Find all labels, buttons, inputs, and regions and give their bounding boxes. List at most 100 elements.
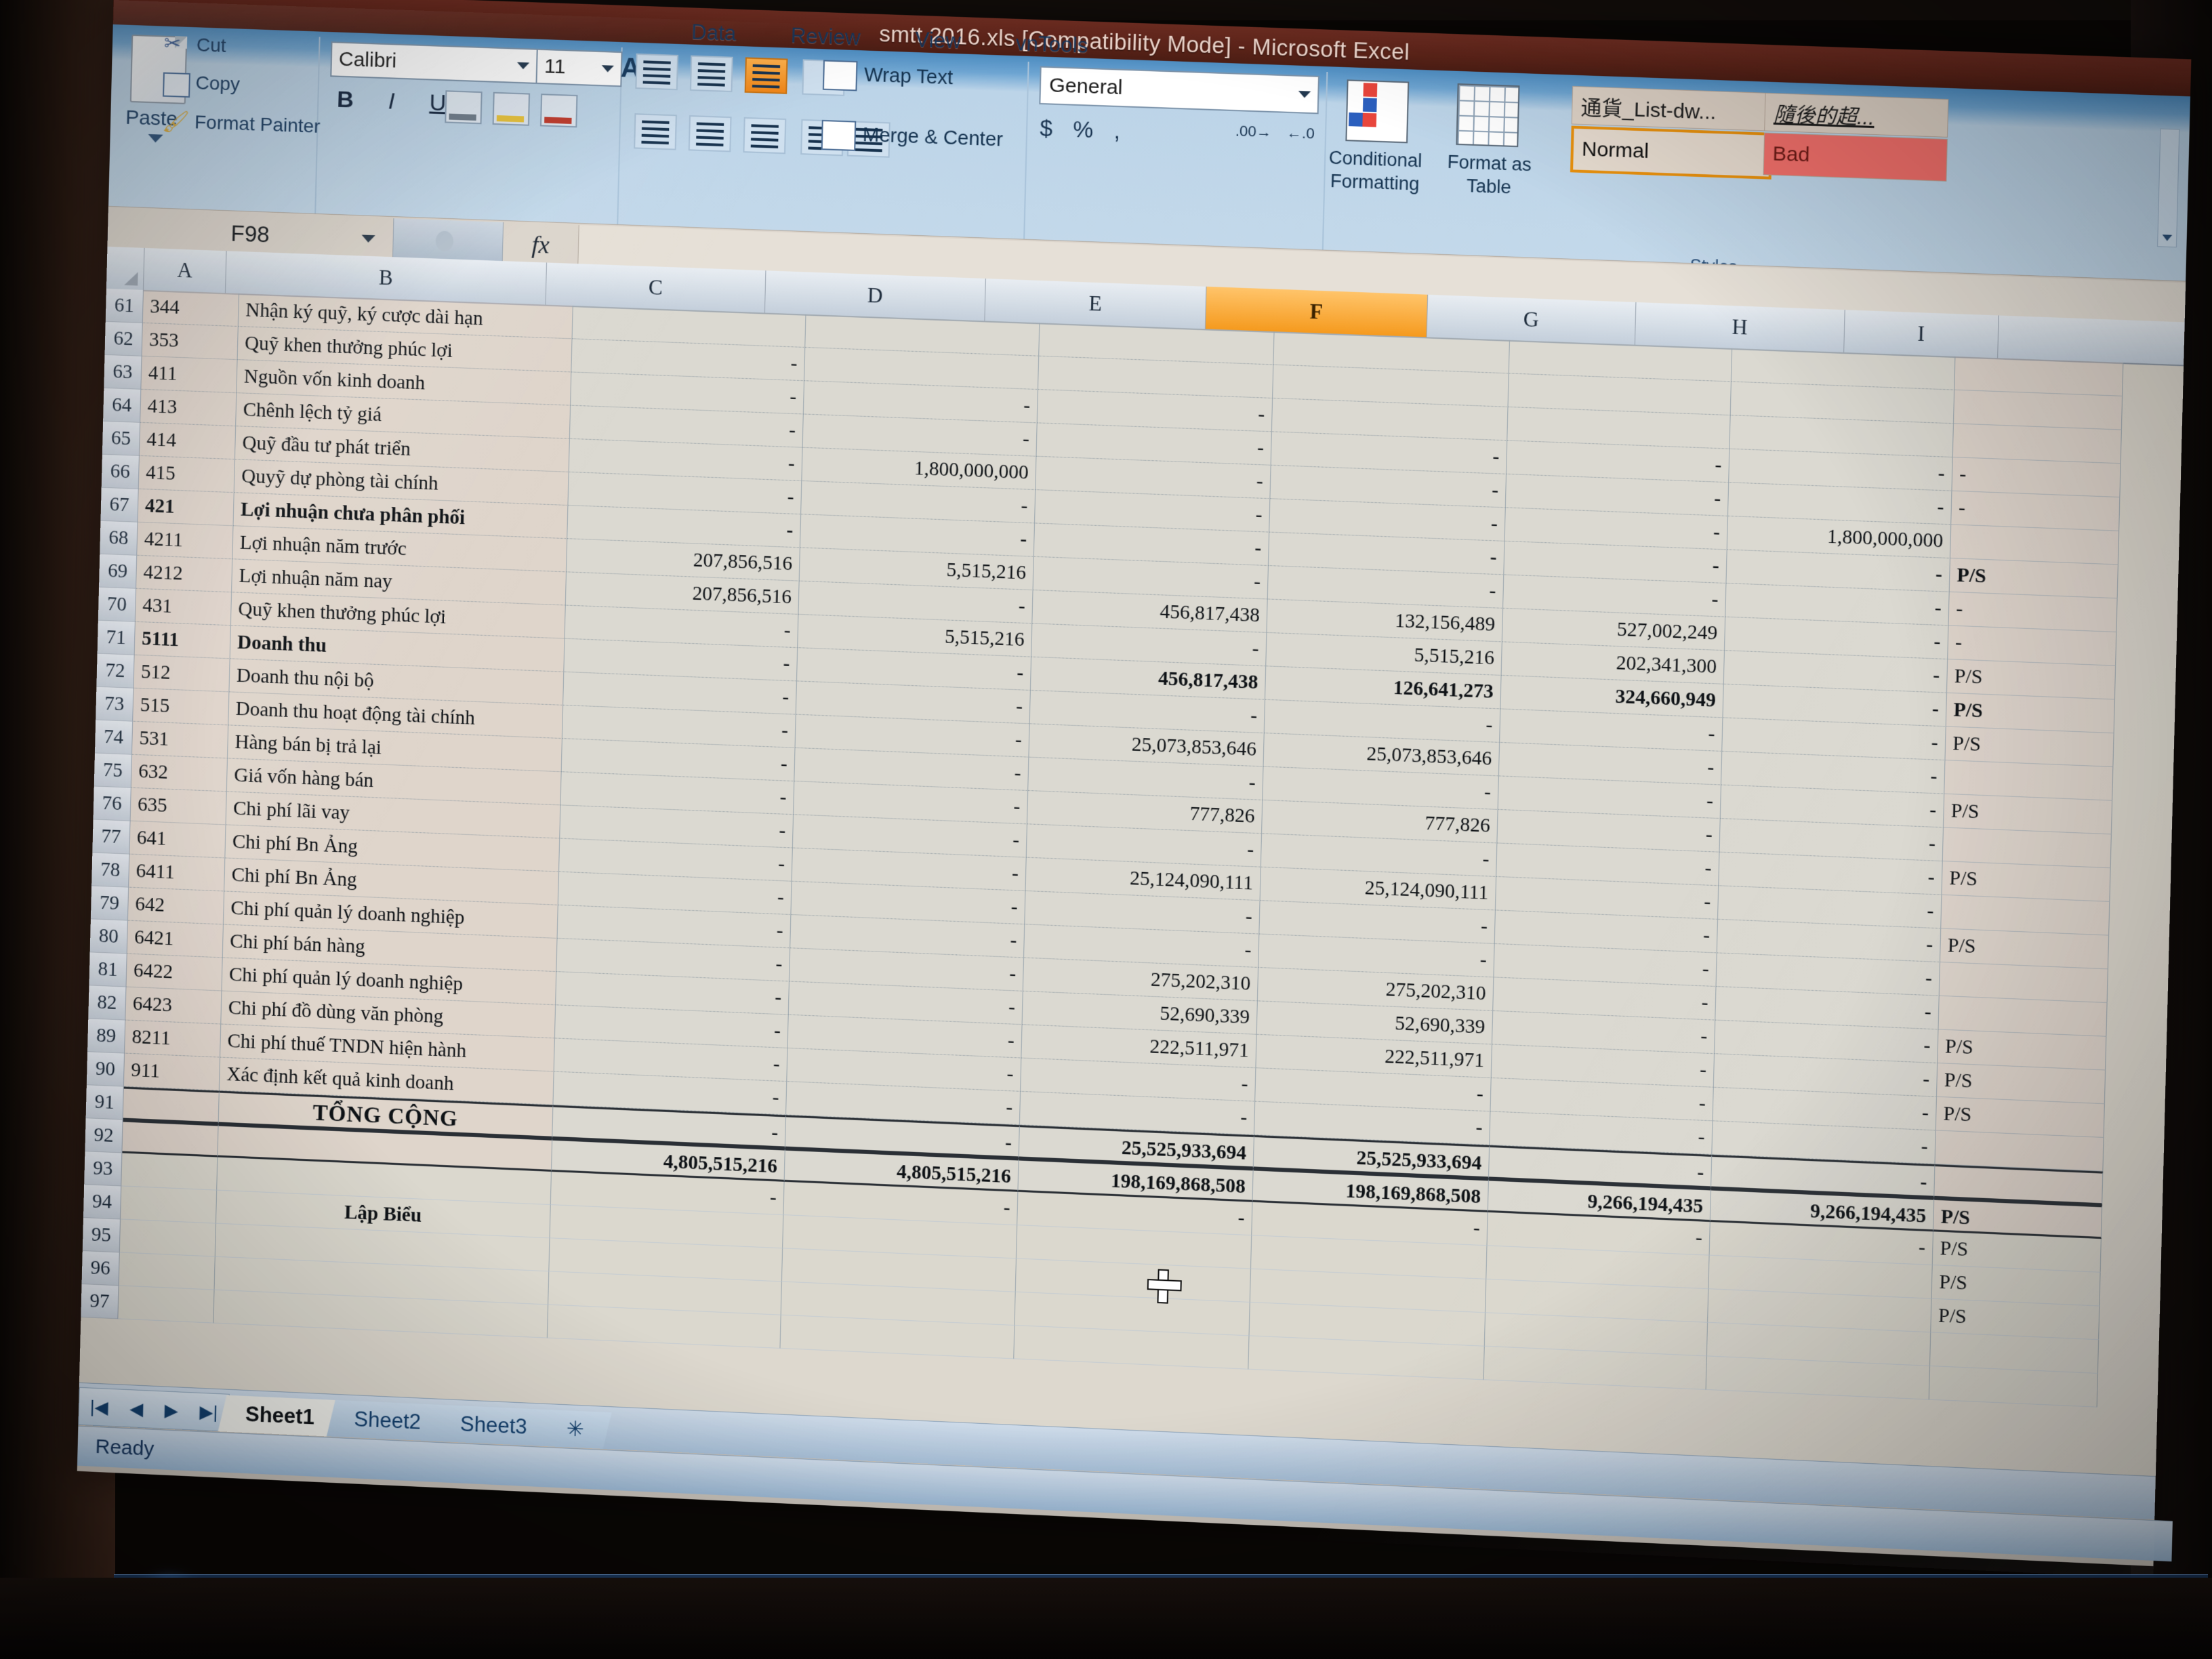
copy-button[interactable]: Copy	[163, 72, 240, 98]
row-header[interactable]: 73	[96, 687, 134, 722]
row-header[interactable]: 81	[89, 952, 127, 987]
conditional-formatting-button[interactable]: Conditional Formatting	[1328, 147, 1422, 194]
row-header[interactable]: 65	[102, 421, 141, 456]
row-header[interactable]: 66	[101, 454, 140, 489]
align-center-button[interactable]	[688, 115, 732, 152]
cell-col-a[interactable]: 632	[131, 754, 228, 792]
row-header[interactable]: 80	[89, 919, 128, 954]
cell-style-bad[interactable]: Bad	[1763, 132, 1948, 182]
row-header[interactable]: 62	[104, 321, 143, 356]
bold-button[interactable]: B	[336, 86, 354, 113]
cell-col-a[interactable]: 911	[123, 1053, 221, 1091]
cell-style-currency-list[interactable]: 通貨_List-dw...	[1571, 85, 1769, 131]
first-sheet-icon[interactable]: |◀	[89, 1396, 109, 1418]
percent-button[interactable]: %	[1073, 116, 1094, 143]
font-color-button[interactable]	[539, 94, 578, 128]
wrap-text-button[interactable]: Wrap Text	[822, 60, 953, 91]
font-size-input[interactable]: 11	[535, 48, 623, 87]
cell-col-i[interactable]	[1929, 1366, 2098, 1408]
cell-col-a[interactable]: 4212	[136, 555, 233, 593]
row-header[interactable]: 61	[105, 288, 144, 323]
comma-style-button[interactable]: ,	[1113, 117, 1121, 144]
increase-decimal-icon[interactable]: .00→	[1235, 122, 1272, 141]
cell-col-a[interactable]	[118, 1286, 215, 1324]
cell-col-a[interactable]: 6422	[126, 954, 223, 991]
cell-col-a[interactable]: 413	[140, 389, 237, 427]
last-sheet-icon[interactable]: ▶|	[199, 1401, 218, 1422]
cell-col-a[interactable]: 415	[138, 455, 235, 493]
cell-col-a[interactable]: 4211	[137, 522, 234, 560]
chevron-down-icon[interactable]	[1298, 91, 1311, 98]
column-header-h[interactable]: H	[1635, 302, 1845, 352]
cell-col-a[interactable]: 344	[142, 289, 240, 327]
row-header[interactable]: 96	[81, 1250, 120, 1286]
insert-worksheet-button[interactable]: ✳	[539, 1410, 612, 1449]
cell-style-normal[interactable]: Normal	[1570, 125, 1773, 180]
format-painter-button[interactable]: 🖌 Format Painter	[162, 109, 321, 138]
row-header[interactable]: 67	[100, 487, 139, 523]
align-right-button[interactable]	[743, 117, 787, 155]
format-as-table-button[interactable]: Format as Table	[1447, 151, 1532, 198]
cell-col-a[interactable]	[119, 1252, 216, 1290]
cell-col-a[interactable]: 421	[138, 489, 234, 527]
insert-function-icon[interactable]: fx	[531, 230, 550, 259]
column-header-d[interactable]: D	[764, 270, 986, 321]
paste-dropdown-arrow-icon[interactable]	[148, 134, 163, 143]
cell-col-a[interactable]: 8211	[125, 1020, 222, 1058]
row-header[interactable]: 93	[84, 1151, 123, 1187]
cell-col-a[interactable]	[121, 1153, 218, 1191]
font-name-input[interactable]: Calibri	[330, 41, 538, 84]
column-header-c[interactable]: C	[546, 262, 766, 313]
align-left-button[interactable]	[634, 113, 677, 150]
sheet-tab-sheet1[interactable]: Sheet1	[218, 1395, 342, 1437]
cell-col-a[interactable]: 431	[135, 588, 232, 626]
number-format-select[interactable]: General	[1039, 66, 1320, 115]
row-header[interactable]: 90	[86, 1052, 125, 1087]
cell-col-a[interactable]: 642	[127, 887, 225, 925]
styles-gallery-scroll[interactable]	[2157, 128, 2180, 248]
row-header[interactable]: 68	[100, 520, 138, 556]
cell-col-i[interactable]	[1954, 356, 2124, 396]
cell-col-a[interactable]: 6421	[127, 920, 224, 958]
format-as-table-icon[interactable]	[1456, 83, 1520, 148]
row-header[interactable]: 76	[93, 786, 131, 821]
cell-col-a[interactable]: 353	[142, 323, 239, 361]
column-header-f[interactable]: F	[1205, 286, 1429, 337]
row-header[interactable]: 95	[82, 1218, 121, 1253]
row-header[interactable]: 89	[87, 1019, 126, 1054]
fill-color-button[interactable]	[492, 91, 531, 126]
row-header[interactable]: 70	[98, 587, 137, 622]
row-header[interactable]: 74	[95, 720, 134, 755]
row-header[interactable]: 64	[103, 388, 142, 423]
conditional-formatting-icon[interactable]	[1345, 79, 1410, 144]
cell-col-a[interactable]: 414	[139, 422, 237, 460]
row-header[interactable]: 94	[83, 1185, 122, 1220]
tab-view[interactable]: View	[914, 27, 962, 54]
cell-col-a[interactable]: 635	[130, 787, 227, 825]
cell-col-a[interactable]: 515	[133, 688, 230, 726]
align-bottom-button[interactable]	[744, 57, 788, 94]
tab-data[interactable]: Data	[691, 20, 737, 45]
sheet-tab-sheet2[interactable]: Sheet2	[326, 1399, 449, 1441]
sheet-navigation-buttons[interactable]: |◀ ◀ ▶ ▶|	[78, 1387, 230, 1432]
cell-col-a[interactable]	[122, 1120, 219, 1158]
cell-col-a[interactable]: 512	[134, 655, 230, 693]
next-sheet-icon[interactable]: ▶	[164, 1399, 179, 1420]
row-header[interactable]: 69	[99, 554, 138, 589]
chevron-down-icon[interactable]	[516, 62, 530, 70]
row-header[interactable]: 97	[81, 1284, 119, 1319]
column-header-a[interactable]: A	[143, 247, 227, 293]
prev-sheet-icon[interactable]: ◀	[129, 1397, 144, 1419]
align-top-button[interactable]	[635, 53, 679, 91]
row-header[interactable]: 63	[104, 354, 142, 390]
decrease-decimal-icon[interactable]: ←.0	[1286, 123, 1315, 142]
align-middle-button[interactable]	[689, 55, 733, 93]
cell-col-i[interactable]	[1953, 390, 2123, 430]
row-header[interactable]: 82	[88, 985, 127, 1021]
tab-review[interactable]: Review	[790, 23, 861, 50]
cell-col-a[interactable]	[119, 1219, 216, 1257]
chevron-down-icon[interactable]	[601, 65, 614, 73]
cell-col-a[interactable]	[120, 1186, 218, 1224]
select-all-corner[interactable]	[106, 246, 145, 290]
currency-button[interactable]: $	[1040, 115, 1053, 142]
